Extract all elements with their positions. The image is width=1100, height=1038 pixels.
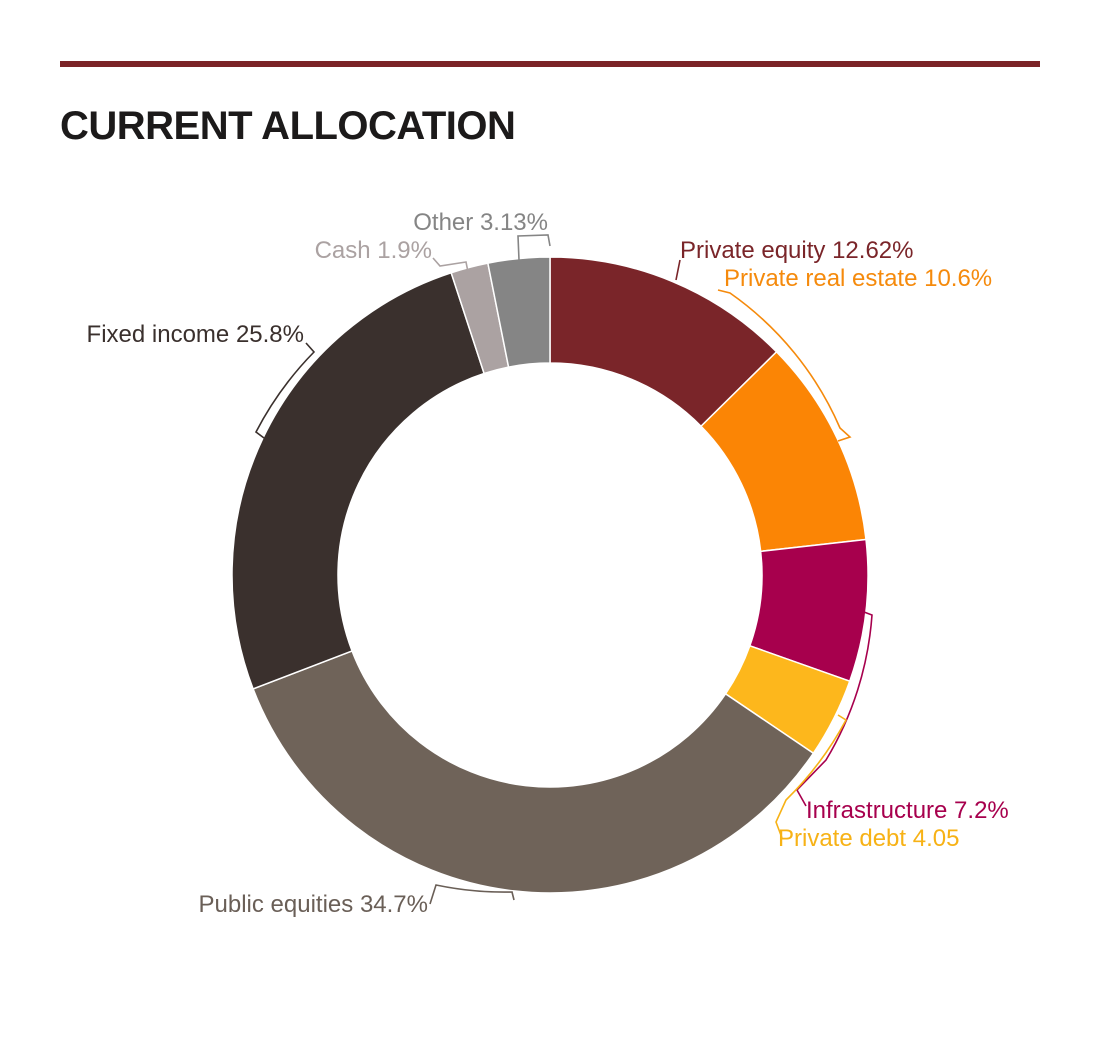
label-other: Other 3.13% <box>413 209 548 236</box>
label-private-equity: Private equity 12.62% <box>680 237 913 264</box>
leader-cash <box>432 257 469 273</box>
leader-private-equity <box>675 259 681 281</box>
label-private-real-estate: Private real estate 10.6% <box>724 265 992 292</box>
label-leaders <box>254 234 873 905</box>
slice-other <box>486 256 551 368</box>
top-rule <box>60 61 1040 67</box>
slice-public-equities <box>252 649 815 894</box>
donut-slices <box>231 256 869 894</box>
slice-fixed-income <box>231 271 486 690</box>
page-title: CURRENT ALLOCATION <box>60 104 516 148</box>
label-cash: Cash 1.9% <box>315 237 432 264</box>
leader-other <box>517 234 551 261</box>
label-infrastructure: Infrastructure 7.2% <box>806 797 1009 824</box>
leader-private-real-estate <box>717 289 852 442</box>
leader-fixed-income <box>254 342 316 439</box>
label-fixed-income: Fixed income 25.8% <box>87 321 304 348</box>
label-public-equities: Public equities 34.7% <box>199 891 428 918</box>
leader-private-debt <box>775 714 848 839</box>
slice-labels: Private equity 12.62%Private real estate… <box>87 209 1009 918</box>
label-private-debt: Private debt 4.05 <box>778 825 959 852</box>
leader-infrastructure <box>796 611 873 807</box>
leader-public-equities <box>429 884 515 905</box>
